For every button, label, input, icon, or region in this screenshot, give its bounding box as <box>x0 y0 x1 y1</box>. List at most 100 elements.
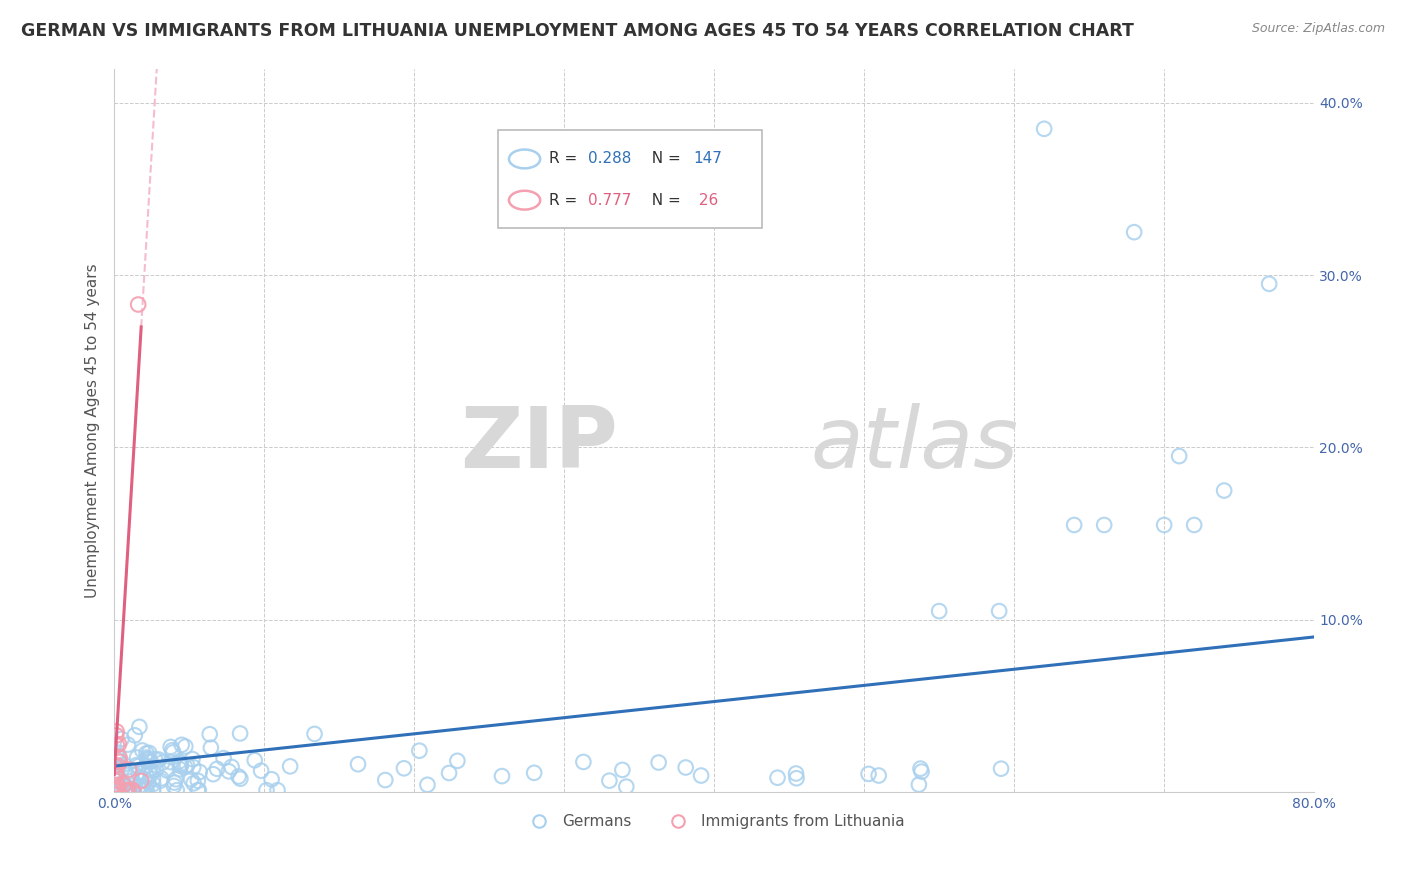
Point <box>127 780 149 794</box>
Point <box>229 772 252 786</box>
Point <box>104 760 127 774</box>
Point <box>127 759 149 773</box>
Point <box>142 777 165 791</box>
Point <box>304 727 326 741</box>
Point <box>785 766 807 780</box>
Point <box>908 778 931 792</box>
Point <box>132 783 155 797</box>
Point <box>159 739 181 754</box>
Point <box>105 724 128 739</box>
Point <box>170 759 193 773</box>
Point <box>118 763 141 777</box>
Point <box>1063 518 1085 533</box>
Text: 0.777: 0.777 <box>588 193 631 208</box>
Point <box>138 762 160 776</box>
Point <box>105 773 128 788</box>
Point <box>136 755 159 769</box>
Point <box>150 756 173 770</box>
Point <box>1033 121 1056 136</box>
Point <box>104 766 127 780</box>
Point <box>131 783 153 797</box>
Point <box>120 764 142 779</box>
Point <box>142 782 165 797</box>
Point <box>139 755 162 769</box>
Point <box>135 747 157 761</box>
Point <box>187 773 209 788</box>
Point <box>150 772 173 786</box>
Text: ZIP: ZIP <box>460 403 619 486</box>
Point <box>107 772 129 786</box>
Point <box>136 775 159 789</box>
Point <box>572 755 595 769</box>
Point <box>166 783 188 797</box>
FancyBboxPatch shape <box>498 130 762 227</box>
Point <box>107 754 129 768</box>
Point <box>104 783 127 797</box>
Point <box>163 779 186 793</box>
Point <box>120 767 142 781</box>
Text: Source: ZipAtlas.com: Source: ZipAtlas.com <box>1251 22 1385 36</box>
Point <box>128 766 150 780</box>
Y-axis label: Unemployment Among Ages 45 to 54 years: Unemployment Among Ages 45 to 54 years <box>86 263 100 598</box>
Point <box>200 740 222 755</box>
Point <box>149 773 172 788</box>
Point <box>117 783 139 797</box>
Point <box>260 772 283 787</box>
Point <box>135 758 157 772</box>
Point <box>868 768 890 782</box>
Point <box>181 760 204 774</box>
Point <box>170 738 193 752</box>
Point <box>111 761 134 775</box>
Point <box>162 745 184 759</box>
Point <box>160 743 183 757</box>
Point <box>446 754 468 768</box>
Point <box>134 780 156 795</box>
Point <box>491 769 513 783</box>
Point <box>104 768 127 782</box>
Point <box>1213 483 1236 498</box>
Point <box>910 762 932 776</box>
Point <box>183 776 205 790</box>
Point <box>114 783 136 797</box>
Point <box>138 746 160 760</box>
Point <box>135 750 157 764</box>
Point <box>598 773 620 788</box>
Point <box>104 783 127 797</box>
Point <box>181 752 204 766</box>
Point <box>1123 225 1146 239</box>
Point <box>104 783 127 797</box>
Point <box>928 604 950 618</box>
Point <box>278 759 301 773</box>
Point <box>129 773 152 788</box>
Point <box>127 297 149 311</box>
Point <box>392 761 415 775</box>
Point <box>108 737 131 751</box>
Point <box>107 749 129 764</box>
Point <box>221 760 243 774</box>
Point <box>163 775 186 789</box>
Point <box>134 772 156 787</box>
Point <box>1092 518 1115 533</box>
Point <box>142 783 165 797</box>
Point <box>115 783 138 797</box>
Point <box>117 783 139 797</box>
Point <box>347 757 370 772</box>
Point <box>174 760 197 774</box>
Point <box>169 756 191 771</box>
Point <box>990 762 1012 776</box>
Point <box>108 755 131 769</box>
Point <box>120 783 142 797</box>
Point <box>1258 277 1281 291</box>
Point <box>128 720 150 734</box>
Point <box>159 755 181 769</box>
Point <box>124 728 146 742</box>
Point <box>167 755 190 769</box>
Point <box>132 783 155 797</box>
Text: R =: R = <box>548 193 582 208</box>
Point <box>122 783 145 797</box>
Point <box>174 739 197 754</box>
Point <box>766 771 789 785</box>
Point <box>135 768 157 782</box>
Point <box>614 780 637 794</box>
Point <box>142 772 165 786</box>
